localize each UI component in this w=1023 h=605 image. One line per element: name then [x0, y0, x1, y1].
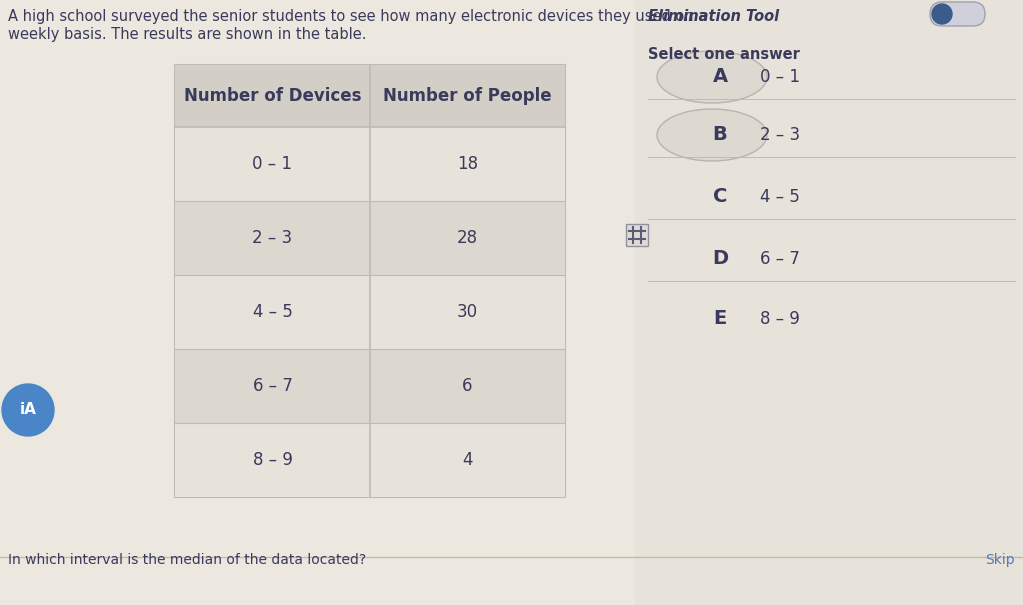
Text: 4 – 5: 4 – 5: [253, 303, 293, 321]
FancyBboxPatch shape: [175, 423, 565, 497]
FancyBboxPatch shape: [175, 65, 565, 497]
Text: 6 – 7: 6 – 7: [760, 250, 800, 268]
Text: B: B: [713, 125, 727, 145]
Text: D: D: [712, 249, 728, 269]
Text: 2 – 3: 2 – 3: [253, 229, 293, 247]
Text: weekly basis. The results are shown in the table.: weekly basis. The results are shown in t…: [8, 27, 366, 42]
FancyBboxPatch shape: [635, 0, 1023, 605]
Ellipse shape: [657, 51, 767, 103]
Text: 6 – 7: 6 – 7: [253, 377, 293, 395]
FancyBboxPatch shape: [175, 65, 565, 127]
Text: Select one answer: Select one answer: [648, 47, 800, 62]
Text: 30: 30: [457, 303, 478, 321]
FancyBboxPatch shape: [175, 201, 565, 275]
FancyBboxPatch shape: [175, 127, 565, 201]
Text: In which interval is the median of the data located?: In which interval is the median of the d…: [8, 553, 366, 567]
Text: 8 – 9: 8 – 9: [760, 310, 800, 328]
Text: A high school surveyed the senior students to see how many electronic devices th: A high school surveyed the senior studen…: [8, 9, 707, 24]
Circle shape: [932, 4, 952, 24]
Text: 0 – 1: 0 – 1: [253, 155, 293, 173]
Text: 4: 4: [462, 451, 473, 469]
Text: iA: iA: [19, 402, 37, 417]
FancyBboxPatch shape: [175, 349, 565, 423]
Text: 18: 18: [457, 155, 478, 173]
Text: 28: 28: [457, 229, 478, 247]
Circle shape: [2, 384, 54, 436]
FancyBboxPatch shape: [175, 275, 565, 349]
Text: E: E: [713, 310, 726, 329]
Text: 6: 6: [462, 377, 473, 395]
Text: Elimination Tool: Elimination Tool: [648, 9, 780, 24]
FancyBboxPatch shape: [626, 224, 648, 246]
Ellipse shape: [657, 109, 767, 161]
Text: C: C: [713, 188, 727, 206]
Text: 0 – 1: 0 – 1: [760, 68, 800, 86]
Text: A: A: [712, 68, 727, 87]
Text: Number of Devices: Number of Devices: [184, 87, 361, 105]
Text: Number of People: Number of People: [384, 87, 551, 105]
Text: 4 – 5: 4 – 5: [760, 188, 800, 206]
Text: 8 – 9: 8 – 9: [253, 451, 293, 469]
Text: 2 – 3: 2 – 3: [760, 126, 800, 144]
Text: Skip: Skip: [985, 553, 1015, 567]
FancyBboxPatch shape: [930, 2, 985, 26]
